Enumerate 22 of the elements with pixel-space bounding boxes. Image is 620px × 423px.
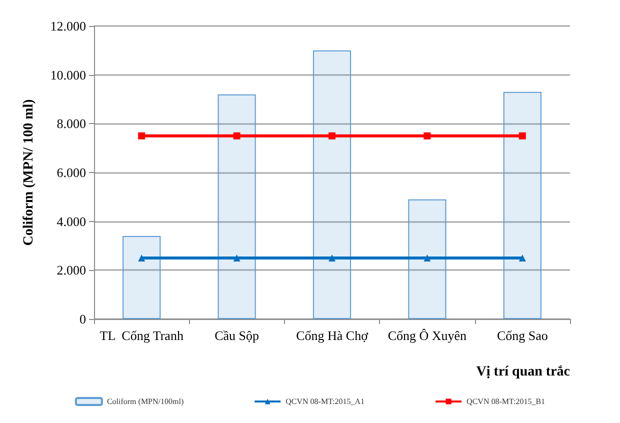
legend-label: Coliform (MPN/100ml) <box>106 397 184 406</box>
x-tick-label: TL Cống Tranh <box>100 328 184 343</box>
y-tick-label: 10.000 <box>50 67 86 82</box>
x-tick-label: Cống Sao <box>496 328 548 343</box>
y-tick-label: 0 <box>80 312 86 326</box>
y-axis-title: Coliform (MPN/ 100 ml) <box>22 98 36 246</box>
y-tick-label: 2.000 <box>56 262 86 278</box>
bar <box>218 94 256 319</box>
bar <box>503 92 542 319</box>
y-tick-label: 6.000 <box>56 165 86 180</box>
x-axis-title: Vị trí quan trắc <box>476 364 570 380</box>
y-tick-label: 4.000 <box>56 214 86 229</box>
bar <box>408 199 446 319</box>
legend-label: QCVN 08-MT:2015_B1 <box>466 397 546 406</box>
y-tick-label: 8.000 <box>56 116 86 132</box>
bar <box>122 236 161 319</box>
x-tick-label: Cầu Sộp <box>214 328 260 343</box>
bar <box>312 50 352 319</box>
x-tick-label: Cống Hà Chợ <box>296 328 370 343</box>
y-tick-label: 12.000 <box>50 18 86 34</box>
legend-label: QCVN 08-MT:2015_A1 <box>286 397 365 406</box>
x-tick-label: Cống Ô Xuyên <box>388 328 468 343</box>
